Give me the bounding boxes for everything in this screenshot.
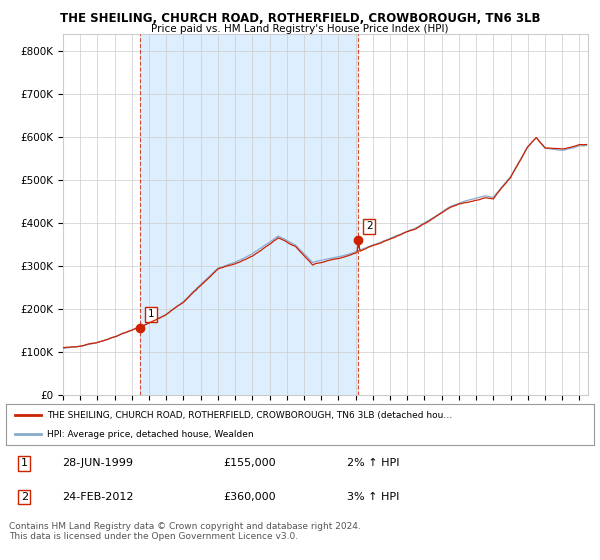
Text: Price paid vs. HM Land Registry's House Price Index (HPI): Price paid vs. HM Land Registry's House …	[151, 24, 449, 34]
Text: 2: 2	[21, 492, 28, 502]
Text: 1: 1	[148, 309, 155, 319]
Text: 2: 2	[366, 221, 373, 231]
Text: £155,000: £155,000	[224, 459, 276, 468]
Text: 3% ↑ HPI: 3% ↑ HPI	[347, 492, 400, 502]
Text: 24-FEB-2012: 24-FEB-2012	[62, 492, 133, 502]
Text: THE SHEILING, CHURCH ROAD, ROTHERFIELD, CROWBOROUGH, TN6 3LB (detached hou…: THE SHEILING, CHURCH ROAD, ROTHERFIELD, …	[47, 411, 452, 420]
Text: THE SHEILING, CHURCH ROAD, ROTHERFIELD, CROWBOROUGH, TN6 3LB: THE SHEILING, CHURCH ROAD, ROTHERFIELD, …	[60, 12, 540, 25]
Text: 2% ↑ HPI: 2% ↑ HPI	[347, 459, 400, 468]
Text: £360,000: £360,000	[224, 492, 276, 502]
Text: Contains HM Land Registry data © Crown copyright and database right 2024.
This d: Contains HM Land Registry data © Crown c…	[9, 522, 361, 542]
Text: 28-JUN-1999: 28-JUN-1999	[62, 459, 133, 468]
Text: HPI: Average price, detached house, Wealden: HPI: Average price, detached house, Weal…	[47, 430, 254, 438]
Text: 1: 1	[21, 459, 28, 468]
Bar	[140, 34, 358, 395]
